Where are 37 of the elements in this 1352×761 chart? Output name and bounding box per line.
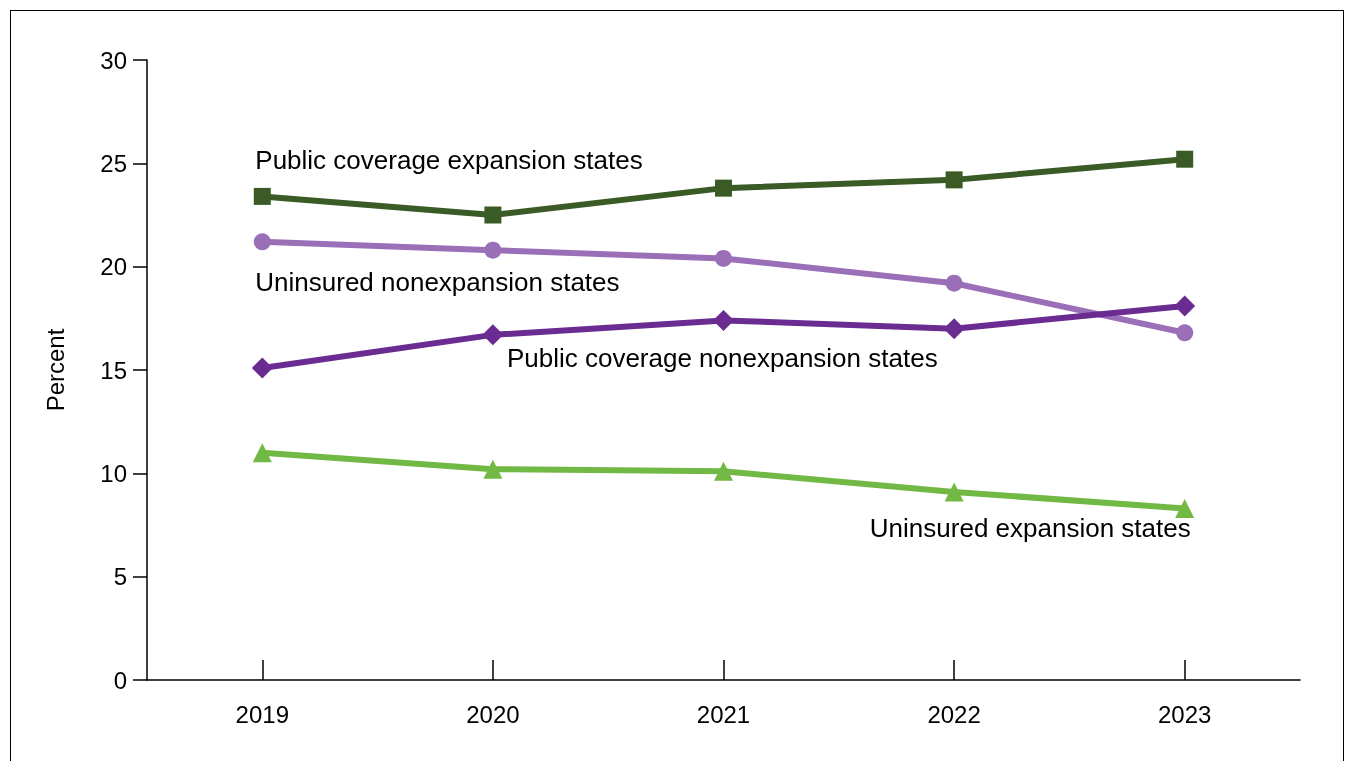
point bbox=[253, 233, 271, 251]
y-tick-label: 0 bbox=[113, 666, 127, 694]
point bbox=[713, 309, 734, 331]
point bbox=[715, 249, 732, 267]
y-tick-label: 15 bbox=[100, 356, 127, 384]
point bbox=[714, 461, 733, 481]
y-tick-label: 10 bbox=[100, 459, 127, 487]
y-tick-label: 30 bbox=[100, 46, 127, 74]
point bbox=[483, 459, 503, 479]
x-tick-label: 2020 bbox=[466, 700, 520, 728]
x-tick-label: 2019 bbox=[235, 700, 289, 728]
point bbox=[1176, 324, 1194, 342]
point bbox=[1175, 498, 1195, 518]
point bbox=[715, 179, 732, 197]
point bbox=[253, 187, 271, 205]
point bbox=[1176, 150, 1194, 168]
series-label: Uninsured nonexpansion states bbox=[255, 266, 620, 297]
y-axis-title: Percent bbox=[41, 328, 69, 412]
point bbox=[1174, 295, 1196, 317]
x-tick-label: 2021 bbox=[696, 700, 751, 728]
series-label: Public coverage expansion states bbox=[255, 145, 643, 176]
point bbox=[484, 206, 502, 224]
point bbox=[484, 241, 502, 259]
y-tick-label: 25 bbox=[100, 149, 127, 177]
point bbox=[943, 318, 965, 340]
y-tick-label: 20 bbox=[100, 253, 127, 281]
series-label: Uninsured expansion states bbox=[869, 513, 1191, 544]
point bbox=[945, 274, 963, 292]
x-tick-label: 2022 bbox=[927, 700, 981, 728]
point bbox=[482, 324, 504, 346]
series-label: Public coverage nonexpansion states bbox=[506, 342, 938, 373]
point bbox=[251, 357, 273, 379]
x-tick-label: 2023 bbox=[1158, 700, 1212, 728]
point bbox=[944, 482, 964, 502]
y-tick-label: 5 bbox=[113, 563, 127, 591]
point bbox=[252, 443, 272, 463]
point bbox=[945, 171, 963, 189]
